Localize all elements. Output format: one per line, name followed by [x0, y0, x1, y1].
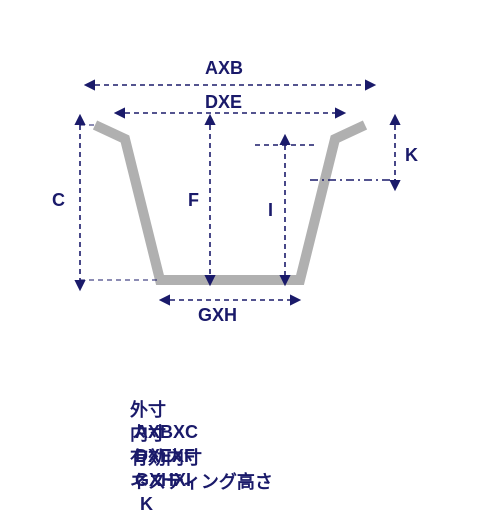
- label-gxh: GXH: [198, 305, 237, 326]
- label-axb: AXB: [205, 58, 243, 79]
- label-c: C: [52, 190, 65, 211]
- legend-row-3: ネスティング高さ K: [120, 447, 273, 515]
- label-f: F: [188, 190, 199, 211]
- legend-jp: ネスティング高さ: [130, 472, 273, 492]
- label-k: K: [405, 145, 418, 166]
- diagram-svg: [0, 0, 500, 500]
- legend-val: K: [140, 494, 153, 514]
- dimension-diagram: AXB DXE GXH C F I K 外寸 AXBXC 内寸 DXEXF 有効…: [0, 0, 500, 500]
- container-outline: [95, 125, 365, 280]
- label-dxe: DXE: [205, 92, 242, 113]
- label-i: I: [268, 200, 273, 221]
